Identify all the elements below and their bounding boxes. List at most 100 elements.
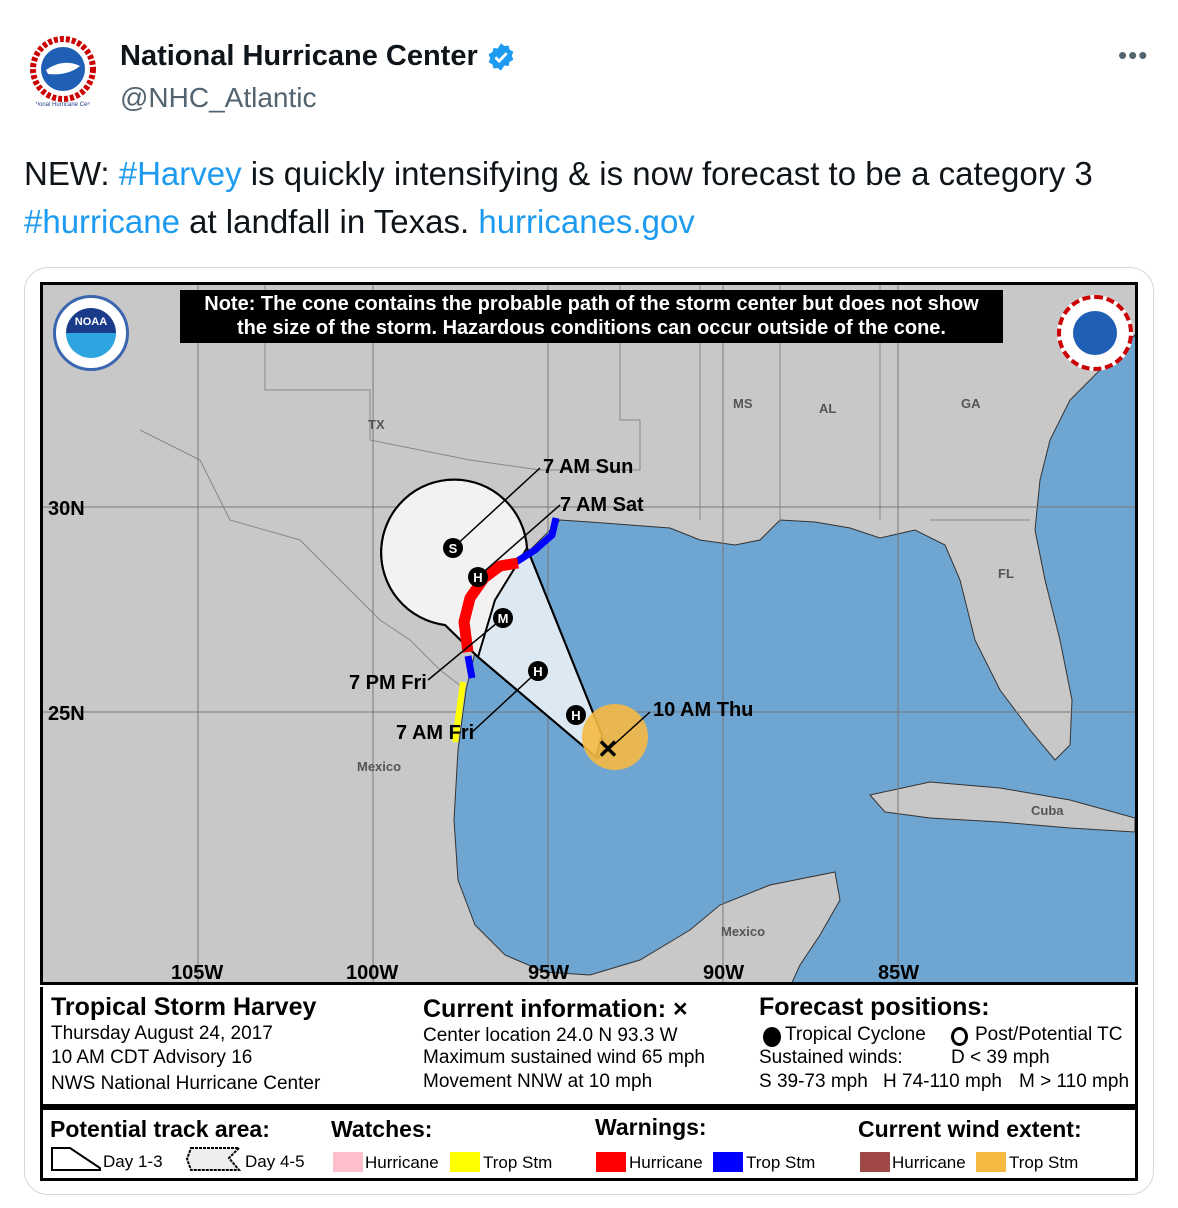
trop-storm-watch-line (452, 681, 466, 743)
hurricane-warning-line (458, 557, 519, 653)
advisory-date: Thursday August 24, 2017 (51, 1023, 273, 1044)
legend-label: Hurricane (892, 1153, 966, 1172)
legend-label: Trop Stm (483, 1153, 553, 1172)
place-label: AL (819, 401, 837, 416)
lon-label: 100W (346, 962, 399, 984)
lon-label: 95W (528, 962, 570, 984)
place-label: Cuba (1031, 803, 1064, 818)
filled-circle-icon (763, 1027, 781, 1047)
tweet-text-part: at landfall in Texas. (179, 203, 479, 240)
forecast-position-label: S (449, 541, 458, 556)
current-position-x-icon: ✕ (597, 734, 619, 764)
forecast-position-label: H (473, 570, 482, 585)
forecast-position-label: H (571, 708, 580, 723)
time-label: 7 AM Sun (543, 456, 634, 478)
hurricane-wind-swatch (860, 1152, 890, 1172)
lat-label: 30N (48, 498, 85, 520)
account-handle[interactable]: @NHC_Atlantic (120, 82, 317, 113)
legend-label: Hurricane (629, 1153, 703, 1172)
hashtag-harvey[interactable]: #Harvey (118, 155, 242, 192)
warnings-title: Warnings: (595, 1114, 707, 1140)
trop-storm-warning-line (464, 655, 476, 679)
noaa-logo-text: NOAA (66, 308, 116, 358)
forecast-title: Forecast positions: (759, 993, 990, 1021)
forecast-position-label: H (533, 664, 542, 679)
center-location: Center location 24.0 N 93.3 W (423, 1025, 678, 1046)
time-label: 7 AM Sat (560, 494, 644, 516)
place-label: FL (998, 566, 1014, 581)
place-label: Mexico (721, 924, 766, 939)
verified-badge-icon (488, 42, 514, 71)
graticule (43, 285, 1135, 982)
time-label: 7 AM Fri (396, 722, 475, 744)
hurricane-watch-swatch (333, 1152, 363, 1172)
storm-name: Tropical Storm Harvey (51, 993, 317, 1021)
cone-note: Note: The cone contains the probable pat… (180, 290, 1003, 343)
max-wind: Maximum sustained wind 65 mph (423, 1047, 705, 1068)
sustained-label: Sustained winds: (759, 1047, 903, 1068)
legend-label: Trop Stm (1009, 1153, 1079, 1172)
noaa-logo-icon: NOAA (53, 295, 129, 371)
ptc-legend: Post/Potential TC (975, 1024, 1123, 1045)
ts-wind-swatch (976, 1152, 1006, 1172)
link-hurricanes-gov[interactable]: hurricanes.gov (478, 203, 695, 240)
tc-legend: Tropical Cyclone (785, 1024, 926, 1045)
note-line: the size of the storm. Hazardous conditi… (237, 317, 946, 339)
avatar[interactable]: National Hurricane Center (24, 36, 102, 114)
legend-label: Trop Stm (746, 1153, 816, 1172)
nws-logo-icon (1057, 295, 1133, 371)
place-label: MS (733, 396, 753, 411)
label-leaders (427, 467, 651, 751)
trop-storm-wind-extent (582, 704, 648, 770)
forecast-position-marker (566, 705, 586, 725)
agency: NWS National Hurricane Center (51, 1073, 321, 1094)
lon-label: 85W (878, 962, 920, 984)
forecast-position-label: M (498, 611, 509, 626)
storm-info-panel: Tropical Storm Harvey Thursday August 24… (40, 987, 1138, 1107)
place-label: GA (961, 396, 981, 411)
wind-extent-title: Current wind extent: (858, 1116, 1082, 1142)
borders (139, 285, 1030, 691)
account-name[interactable]: National Hurricane Center (120, 40, 516, 73)
day13-cone-icon (51, 1147, 101, 1171)
lat-label: 25N (48, 703, 85, 725)
place-label: Mexico (357, 759, 402, 774)
wind-m: M > 110 mph (1019, 1071, 1130, 1092)
wind-s: S 39-73 mph (759, 1071, 868, 1092)
ts-warning-swatch (713, 1152, 743, 1172)
tweet-text-part: is quickly intensifying & is now forecas… (241, 155, 1093, 192)
advisory-number: 10 AM CDT Advisory 16 (51, 1047, 253, 1068)
day45-label: Day 4-5 (245, 1152, 305, 1171)
day13-label: Day 1-3 (103, 1152, 163, 1171)
forecast-position-marker (443, 538, 463, 558)
legend-label: Hurricane (365, 1153, 439, 1172)
land-north-america (43, 285, 1135, 982)
wind-d: D < 39 mph (951, 1047, 1050, 1068)
nws-logo-icon: National Hurricane Center (28, 36, 98, 108)
forecast-position-marker (493, 608, 513, 628)
open-circle-icon (951, 1027, 968, 1046)
time-label: 10 AM Thu (653, 699, 754, 721)
display-name: National Hurricane Center (120, 40, 478, 72)
forecast-position-marker (528, 661, 548, 681)
time-label: 7 PM Fri (349, 672, 427, 694)
tweet-text-part: NEW: (24, 155, 119, 192)
hurricane-warning-swatch (596, 1152, 626, 1172)
day45-cone-icon (185, 1147, 242, 1171)
tweet-text: NEW: #Harvey is quickly intensifying & i… (24, 150, 1164, 246)
more-horizontal-icon[interactable]: ••• (1118, 40, 1149, 70)
media-card[interactable] (24, 267, 1154, 1195)
svg-text:National Hurricane Center: National Hurricane Center (28, 102, 97, 108)
hashtag-hurricane[interactable]: #hurricane (24, 203, 180, 240)
place-label: TX (368, 417, 385, 432)
wind-h: H 74-110 mph (883, 1071, 1002, 1092)
current-info-title: Current information: × (423, 995, 688, 1023)
lon-label: 90W (703, 962, 745, 984)
forecast-position-marker (468, 567, 488, 587)
watches-title: Watches: (331, 1116, 433, 1142)
track-area-title: Potential track area: (50, 1116, 270, 1142)
legend-panel: Potential track area: Day 1-3 Day 4-5 Wa… (40, 1107, 1138, 1181)
movement: Movement NNW at 10 mph (423, 1071, 653, 1092)
